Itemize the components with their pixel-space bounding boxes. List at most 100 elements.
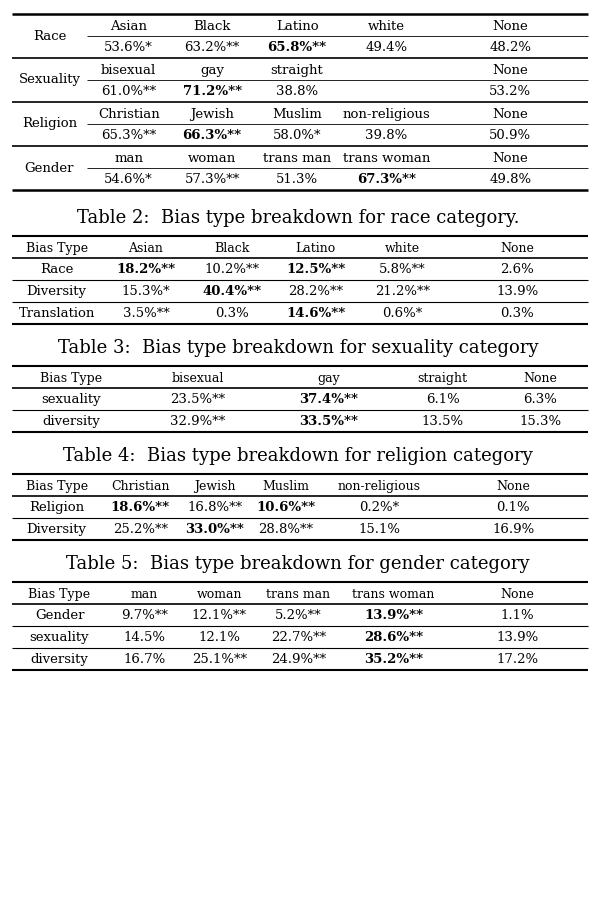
Text: 63.2%**: 63.2%** <box>185 41 240 54</box>
Text: Christian: Christian <box>111 479 169 493</box>
Text: Translation: Translation <box>18 307 95 320</box>
Text: 10.2%**: 10.2%** <box>205 263 260 276</box>
Text: 71.2%**: 71.2%** <box>182 85 242 98</box>
Text: 37.4%**: 37.4%** <box>299 393 358 406</box>
Text: 10.6%**: 10.6%** <box>256 501 315 514</box>
Text: 13.9%**: 13.9%** <box>364 609 423 622</box>
Text: Table 4:  Bias type breakdown for religion category: Table 4: Bias type breakdown for religio… <box>63 447 533 465</box>
Text: 18.2%**: 18.2%** <box>116 263 175 276</box>
Text: 0.3%: 0.3% <box>215 307 249 320</box>
Text: 17.2%: 17.2% <box>496 653 539 666</box>
Text: Table 3:  Bias type breakdown for sexuality category: Table 3: Bias type breakdown for sexuali… <box>58 339 538 357</box>
Text: 33.5%**: 33.5%** <box>299 415 358 428</box>
Text: Bias Type: Bias Type <box>26 479 88 493</box>
Text: 54.6%*: 54.6%* <box>104 173 153 186</box>
Text: trans man: trans man <box>263 151 331 165</box>
Text: Black: Black <box>194 20 231 33</box>
Text: 38.8%: 38.8% <box>276 85 318 98</box>
Text: 48.2%: 48.2% <box>489 41 531 54</box>
Text: 25.2%**: 25.2%** <box>113 523 167 536</box>
Text: Latino: Latino <box>296 242 336 255</box>
Text: 15.1%: 15.1% <box>358 523 400 536</box>
Text: 0.6%*: 0.6%* <box>382 307 423 320</box>
Text: 13.9%: 13.9% <box>496 285 539 298</box>
Text: white: white <box>368 20 405 33</box>
Text: 39.8%: 39.8% <box>365 129 408 142</box>
Text: 67.3%**: 67.3%** <box>357 173 416 186</box>
Text: 16.9%: 16.9% <box>492 523 534 536</box>
Text: Muslim: Muslim <box>262 479 309 493</box>
Text: 6.3%: 6.3% <box>523 393 557 406</box>
Text: non-religious: non-religious <box>338 479 421 493</box>
Text: 13.5%: 13.5% <box>421 415 464 428</box>
Text: woman: woman <box>197 588 242 601</box>
Text: 9.7%**: 9.7%** <box>121 609 168 622</box>
Text: Race: Race <box>40 263 73 276</box>
Text: Asian: Asian <box>110 20 147 33</box>
Text: None: None <box>523 371 557 385</box>
Text: Religion: Religion <box>29 501 84 514</box>
Text: 61.0%**: 61.0%** <box>101 85 156 98</box>
Text: 58.0%*: 58.0%* <box>273 129 321 142</box>
Text: Jewish: Jewish <box>190 108 234 120</box>
Text: Black: Black <box>215 242 250 255</box>
Text: None: None <box>492 108 528 120</box>
Text: 32.9%**: 32.9%** <box>170 415 225 428</box>
Text: Diversity: Diversity <box>27 285 86 298</box>
Text: bisexual: bisexual <box>101 63 156 77</box>
Text: Table 2:  Bias type breakdown for race category.: Table 2: Bias type breakdown for race ca… <box>77 209 519 227</box>
Text: Christian: Christian <box>98 108 160 120</box>
Text: diversity: diversity <box>42 415 100 428</box>
Text: Race: Race <box>33 30 66 43</box>
Text: Gender: Gender <box>35 609 84 622</box>
Text: 23.5%**: 23.5%** <box>170 393 225 406</box>
Text: Diversity: Diversity <box>27 523 86 536</box>
Text: Bias Type: Bias Type <box>29 588 91 601</box>
Text: None: None <box>501 242 535 255</box>
Text: 0.2%*: 0.2%* <box>359 501 399 514</box>
Text: 12.1%: 12.1% <box>198 631 240 644</box>
Text: 49.8%: 49.8% <box>489 173 531 186</box>
Text: woman: woman <box>188 151 236 165</box>
Text: Asian: Asian <box>129 242 163 255</box>
Text: 53.2%: 53.2% <box>489 85 531 98</box>
Text: Gender: Gender <box>24 161 74 175</box>
Text: man: man <box>114 151 143 165</box>
Text: 50.9%: 50.9% <box>489 129 531 142</box>
Text: sexuality: sexuality <box>30 631 89 644</box>
Text: Latino: Latino <box>276 20 318 33</box>
Text: None: None <box>501 588 535 601</box>
Text: trans woman: trans woman <box>352 588 435 601</box>
Text: 40.4%**: 40.4%** <box>203 285 262 298</box>
Text: None: None <box>492 151 528 165</box>
Text: 21.2%**: 21.2%** <box>375 285 430 298</box>
Text: 1.1%: 1.1% <box>501 609 534 622</box>
Text: 28.2%**: 28.2%** <box>288 285 343 298</box>
Text: Muslim: Muslim <box>272 108 322 120</box>
Text: white: white <box>384 242 420 255</box>
Text: Religion: Religion <box>22 118 77 130</box>
Text: 12.1%**: 12.1%** <box>192 609 247 622</box>
Text: 22.7%**: 22.7%** <box>271 631 326 644</box>
Text: None: None <box>492 20 528 33</box>
Text: 12.5%**: 12.5%** <box>286 263 346 276</box>
Text: Table 5:  Bias type breakdown for gender category: Table 5: Bias type breakdown for gender … <box>66 555 530 573</box>
Text: 57.3%**: 57.3%** <box>185 173 240 186</box>
Text: 18.6%**: 18.6%** <box>111 501 170 514</box>
Text: 35.2%**: 35.2%** <box>364 653 423 666</box>
Text: 53.6%*: 53.6%* <box>104 41 153 54</box>
Text: 66.3%**: 66.3%** <box>182 129 242 142</box>
Text: 24.9%**: 24.9%** <box>271 653 326 666</box>
Text: 0.3%: 0.3% <box>501 307 535 320</box>
Text: gay: gay <box>318 371 340 385</box>
Text: 14.5%: 14.5% <box>123 631 166 644</box>
Text: 13.9%: 13.9% <box>496 631 539 644</box>
Text: Bias Type: Bias Type <box>26 242 88 255</box>
Text: trans man: trans man <box>266 588 331 601</box>
Text: 14.6%**: 14.6%** <box>286 307 346 320</box>
Text: straight: straight <box>418 371 467 385</box>
Text: 15.3%*: 15.3%* <box>122 285 170 298</box>
Text: gay: gay <box>200 63 224 77</box>
Text: 33.0%**: 33.0%** <box>185 523 244 536</box>
Text: 28.6%**: 28.6%** <box>364 631 423 644</box>
